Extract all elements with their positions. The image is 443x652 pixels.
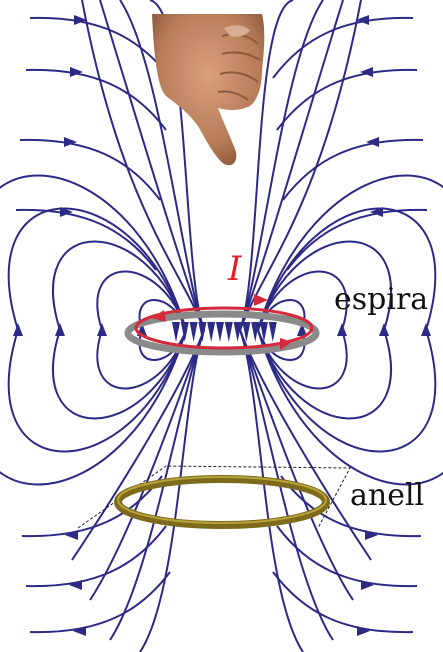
- field-line-left-3: [7, 207, 187, 453]
- field-line-right-2: [257, 240, 392, 420]
- current-label: I: [227, 249, 242, 289]
- corner-line-br-1: [276, 525, 418, 588]
- field-arrow-right-2: [379, 323, 389, 336]
- loop-field-arrow: [207, 322, 216, 342]
- open-field-line-right-3: [238, 0, 372, 561]
- corner-arrow-tl-2: [64, 137, 77, 147]
- corner-arrow-bl-2: [65, 530, 78, 540]
- ring: [77, 465, 351, 529]
- field-line-left-4: [0, 174, 187, 486]
- corner-line-tl-2: [19, 138, 161, 201]
- corner-arrow-tr-0: [356, 15, 369, 25]
- ring-plane-outline: [77, 465, 351, 529]
- loop-field-arrow: [172, 322, 180, 342]
- loop: [124, 294, 320, 356]
- corner-arrow-tl-1: [70, 67, 83, 77]
- loop-label: espira: [334, 282, 428, 317]
- loop-field-arrow: [260, 322, 268, 342]
- corner-arrow-tr-2: [366, 137, 379, 147]
- corner-line-br-0: [272, 571, 414, 634]
- loop-current-arrow-left: [152, 310, 166, 322]
- loop-field-arrow: [189, 322, 198, 342]
- loop-field-arrow: [233, 322, 242, 342]
- field-arrow-right-0: [297, 323, 307, 336]
- loop-field-arrow: [224, 322, 233, 342]
- field-line-right-4: [257, 174, 443, 486]
- field-arrow-left-1: [97, 323, 107, 336]
- corner-line-tr-3: [286, 208, 428, 271]
- corner-arrow-tl-0: [74, 15, 87, 25]
- loop-shadow: [124, 310, 320, 356]
- corner-arrow-tr-3: [370, 207, 383, 217]
- loop-field-arrow: [251, 322, 260, 342]
- field-arrow-left-2: [55, 323, 65, 336]
- corner-arrow-bl-1: [69, 580, 82, 590]
- corner-line-tr-2: [282, 138, 424, 201]
- field-arrow-left-3: [13, 323, 23, 336]
- loop-current-arrow-right: [280, 338, 292, 350]
- field-arrow-right-3: [421, 323, 431, 336]
- corner-line-bl-0: [29, 571, 171, 634]
- ring-body: [114, 475, 330, 529]
- field-arrows: [13, 15, 431, 636]
- corner-arrow-br-2: [365, 530, 378, 540]
- thumb-down-hand-icon: [152, 14, 265, 166]
- corner-arrow-br-0: [357, 626, 370, 636]
- loop-field-arrow: [216, 322, 224, 342]
- corner-line-tr-1: [276, 68, 418, 131]
- ring-highlight: [117, 476, 327, 524]
- corner-line-bl-1: [25, 525, 167, 588]
- corner-line-tr-0: [272, 16, 414, 79]
- field-arrow-right-1: [337, 323, 347, 336]
- corner-arrow-bl-0: [73, 626, 86, 636]
- loop-field-arrow: [198, 322, 207, 342]
- field-line-left-2: [52, 240, 187, 420]
- corner-line-tl-1: [25, 68, 167, 131]
- corner-line-tl-0: [29, 16, 171, 79]
- loop-field-arrow: [180, 322, 189, 342]
- loop-field-arrow: [242, 322, 251, 342]
- field-line-right-3: [257, 207, 437, 453]
- ring-label: anell: [350, 478, 424, 513]
- loop-current-arrow-top: [254, 294, 268, 306]
- corner-line-tl-3: [15, 208, 157, 271]
- corner-arrow-tl-3: [60, 207, 73, 217]
- loop-wire: [134, 306, 314, 350]
- loop-field-arrow: [268, 322, 277, 342]
- corner-arrow-br-1: [361, 580, 374, 590]
- corner-arrow-tr-1: [360, 67, 373, 77]
- loop-inner-arrows: [172, 322, 277, 342]
